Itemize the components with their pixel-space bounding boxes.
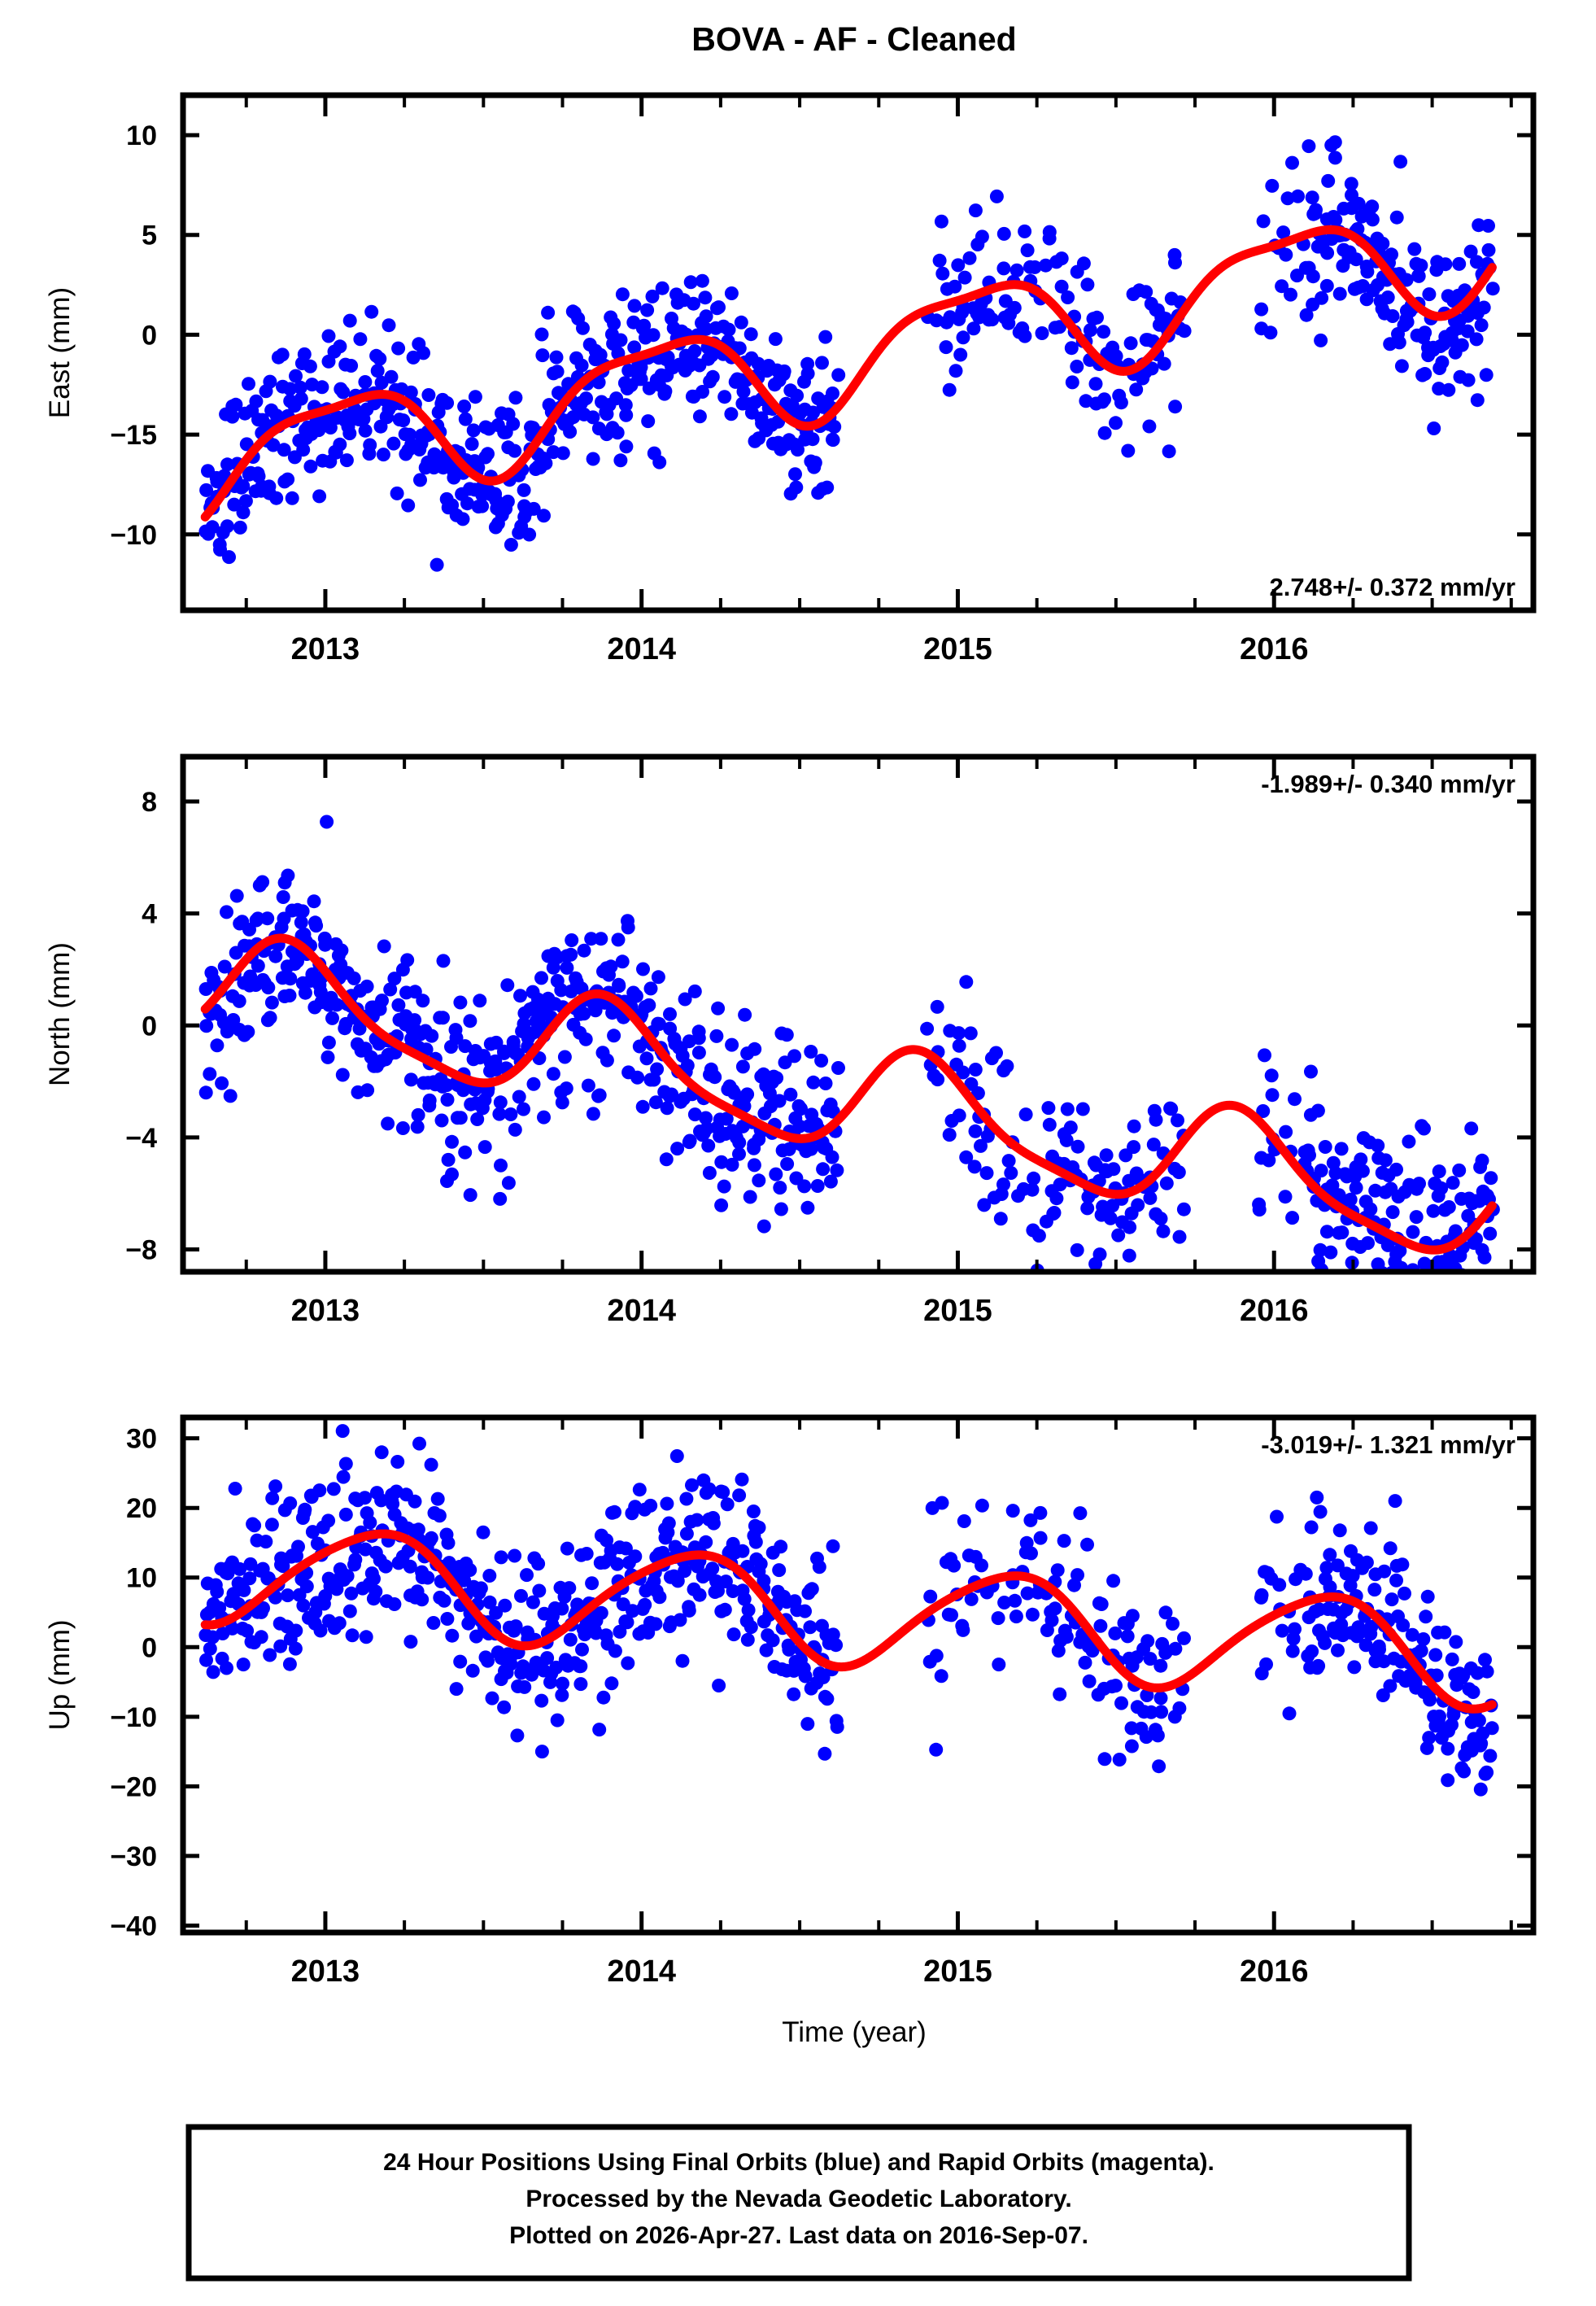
y-tick-label-up: −30: [110, 1841, 157, 1872]
footer-box-border: [185, 2124, 1412, 2282]
y-axis-label-east: East (mm): [44, 287, 76, 418]
page-title: BOVA - AF - Cleaned: [691, 20, 1016, 58]
y-tick-label-up: −40: [110, 1911, 157, 1941]
y-tick-label-east: 5: [142, 221, 157, 251]
rate-annotation-east: 2.748+/- 0.372 mm/yr: [1270, 573, 1515, 601]
x-tick-label-2015: 2015: [923, 1954, 992, 1989]
footer-line-1: 24 Hour Positions Using Final Orbits (bl…: [383, 2149, 1214, 2176]
x-tick-label-2014: 2014: [607, 632, 676, 666]
data-points-east: [198, 135, 1500, 572]
plot-area-north: [198, 815, 1500, 1272]
y-tick-label-north: −4: [125, 1123, 157, 1154]
y-tick-label-up: 30: [126, 1424, 157, 1455]
axes-frame-north: [180, 753, 1537, 1275]
y-tick-label-east: 0: [142, 320, 157, 351]
footer-line-3: Plotted on 2026-Apr-27. Last data on 201…: [509, 2222, 1088, 2249]
y-tick-label-east: 10: [126, 120, 157, 151]
y-tick-label-up: 10: [126, 1563, 157, 1594]
panel-group: 10 5 0 −15 −10 2013 2014 2015 2016 East (mm) 2.748…: [44, 92, 1537, 1989]
y-tick-label-north: −8: [125, 1234, 157, 1265]
fit-line-east: [200, 225, 1497, 522]
y-tick-label-east: −15: [110, 420, 157, 451]
y-tick-label-up: −10: [110, 1702, 157, 1733]
axes-frame-up: [180, 1414, 1537, 1936]
y-tick-label-up: 0: [142, 1632, 157, 1663]
y-tick-label-north: 0: [142, 1011, 157, 1042]
y-tick-label-up: −20: [110, 1771, 157, 1802]
footer-line-2: Processed by the Nevada Geodetic Laborat…: [525, 2186, 1071, 2212]
y-axis-label-up: Up (mm): [44, 1619, 76, 1730]
x-tick-label-2016: 2016: [1240, 1954, 1309, 1989]
rate-annotation-north: -1.989+/- 0.340 mm/yr: [1261, 770, 1515, 798]
axes-frame-east: [180, 92, 1537, 614]
chart-panel-north: 8 4 0 −4 −8 2013 2014 2015 2016 North (mm) -1.989+…: [44, 753, 1537, 1328]
data-points-up: [198, 1424, 1499, 1797]
x-tick-label-2015: 2015: [923, 632, 992, 666]
x-tick-label-2013: 2013: [291, 1294, 360, 1328]
x-axis-label: Time (year): [782, 2016, 927, 2048]
chart-panel-up: 30 20 10 0 −10 −20 −30 −40 2013 2014 2015 2016 Up (m…: [44, 1414, 1537, 1989]
x-tick-label-2013: 2013: [291, 632, 360, 666]
x-tick-label-2014: 2014: [607, 1954, 676, 1989]
footer-note-box: 24 Hour Positions Using Final Orbits (bl…: [185, 2124, 1412, 2282]
data-points-north: [198, 815, 1500, 1272]
x-tick-label-2016: 2016: [1240, 632, 1309, 666]
x-tick-label-2015: 2015: [923, 1294, 992, 1328]
rate-annotation-up: -3.019+/- 1.321 mm/yr: [1261, 1430, 1515, 1459]
y-tick-label-up: 20: [126, 1493, 157, 1524]
chart-panel-east: 10 5 0 −15 −10 2013 2014 2015 2016 East (mm) 2.748…: [44, 92, 1537, 666]
y-axis-label-north: North (mm): [44, 942, 76, 1086]
plot-area-east: [198, 135, 1500, 572]
fit-line-north: [200, 933, 1497, 1255]
x-tick-label-2014: 2014: [607, 1294, 676, 1328]
fit-line-up: [200, 1529, 1497, 1714]
plot-area-up: [198, 1424, 1499, 1797]
x-tick-label-2013: 2013: [291, 1954, 360, 1989]
y-tick-label-north: 8: [142, 787, 157, 818]
x-tick-label-2016: 2016: [1240, 1294, 1309, 1328]
y-tick-label-north: 4: [142, 899, 157, 930]
y-tick-label-east: −10: [110, 520, 157, 551]
